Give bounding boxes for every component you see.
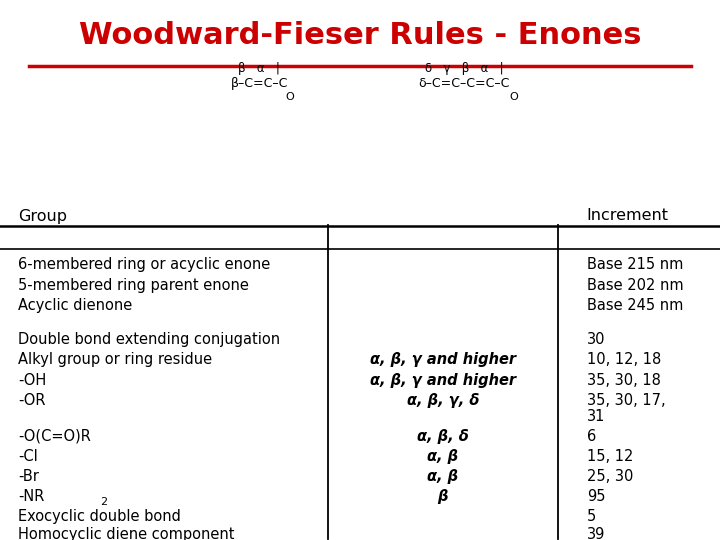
Text: Double bond extending conjugation: Double bond extending conjugation [18, 332, 280, 347]
Text: 35, 30, 17,: 35, 30, 17, [587, 393, 665, 408]
Text: -O(C=O)R: -O(C=O)R [18, 429, 91, 444]
Text: β–C=C–C: β–C=C–C [230, 77, 288, 90]
Text: -OR: -OR [18, 393, 45, 408]
Text: O: O [509, 92, 518, 102]
Text: δ   γ   β   α   |: δ γ β α | [425, 62, 504, 75]
Text: α, β, γ and higher: α, β, γ and higher [370, 373, 516, 388]
Text: Increment: Increment [587, 208, 669, 224]
Text: α, β, δ: α, β, δ [417, 429, 469, 444]
Text: β   α   |: β α | [238, 62, 280, 75]
Text: Homocyclic diene component: Homocyclic diene component [18, 527, 235, 540]
Text: 95: 95 [587, 489, 606, 504]
Text: 2: 2 [100, 497, 107, 507]
Text: Base 245 nm: Base 245 nm [587, 298, 683, 313]
Text: Base 202 nm: Base 202 nm [587, 278, 683, 293]
Text: -Cl: -Cl [18, 449, 37, 464]
Text: -OH: -OH [18, 373, 46, 388]
Text: 5: 5 [587, 509, 596, 524]
Text: 15, 12: 15, 12 [587, 449, 633, 464]
Text: 10, 12, 18: 10, 12, 18 [587, 352, 661, 367]
Text: Exocyclic double bond: Exocyclic double bond [18, 509, 181, 524]
Text: 6-membered ring or acyclic enone: 6-membered ring or acyclic enone [18, 257, 270, 272]
Text: Acyclic dienone: Acyclic dienone [18, 298, 132, 313]
Text: -NR: -NR [18, 489, 45, 504]
Text: -Br: -Br [18, 469, 39, 484]
Text: Group: Group [18, 208, 67, 224]
Text: Base 215 nm: Base 215 nm [587, 257, 683, 272]
Text: O: O [286, 92, 294, 102]
Text: Alkyl group or ring residue: Alkyl group or ring residue [18, 352, 212, 367]
Text: α, β, γ and higher: α, β, γ and higher [370, 352, 516, 367]
Text: 6: 6 [587, 429, 596, 444]
Text: 5-membered ring parent enone: 5-membered ring parent enone [18, 278, 249, 293]
Text: Woodward-Fieser Rules - Enones: Woodward-Fieser Rules - Enones [78, 21, 642, 50]
Text: α, β: α, β [427, 449, 459, 464]
Text: 35, 30, 18: 35, 30, 18 [587, 373, 661, 388]
Text: α, β, γ, δ: α, β, γ, δ [407, 393, 479, 408]
Text: α, β: α, β [427, 469, 459, 484]
Text: 31: 31 [587, 409, 606, 424]
Text: 25, 30: 25, 30 [587, 469, 633, 484]
Text: 39: 39 [587, 527, 606, 540]
Text: β: β [438, 489, 448, 504]
Text: δ–C=C–C=C–C: δ–C=C–C=C–C [419, 77, 510, 90]
Text: 30: 30 [587, 332, 606, 347]
